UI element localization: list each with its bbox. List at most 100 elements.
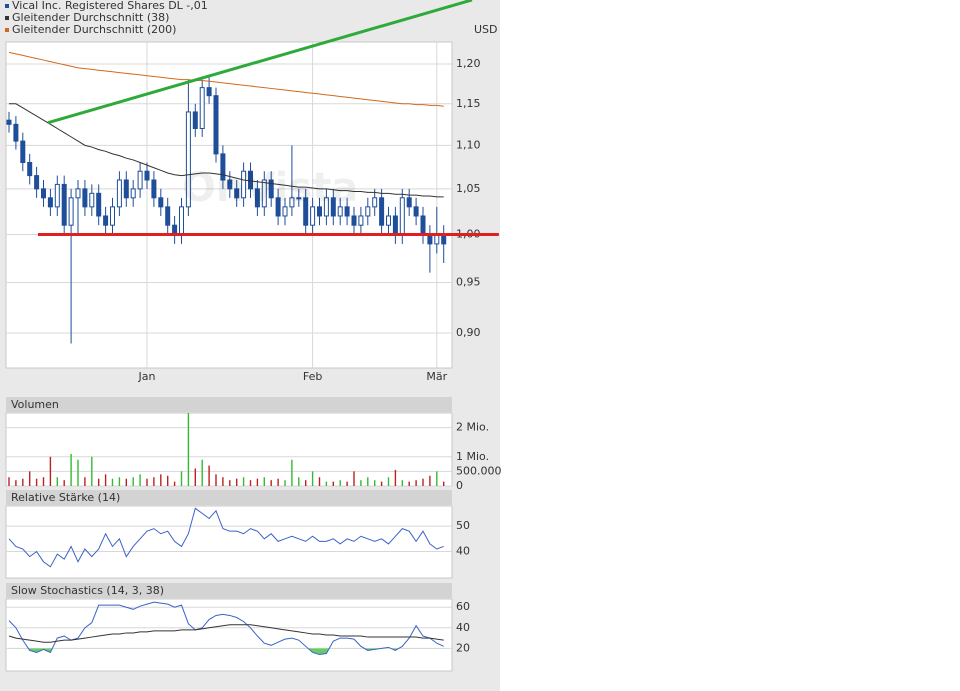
plot-content [8,601,444,656]
y-tick-label: 50 [456,519,470,532]
volume-bar [256,478,259,486]
plot-area [5,598,453,672]
volume-bar [222,477,224,486]
candle-body [268,179,274,199]
volume-bar [167,475,169,486]
moving-average [8,51,444,107]
candle-body [303,197,309,226]
candle-body [358,215,364,226]
plot-content [8,413,445,486]
volume-bar [346,481,348,486]
x-tick-label: Jan [138,370,156,383]
candle-body [199,87,205,129]
plot-area [5,412,453,487]
volume-bar [63,480,65,486]
watermark: OnVista [182,165,358,211]
y-tick-label: 1,15 [456,97,481,110]
candle-body [261,179,267,208]
volume-bar [173,481,176,486]
y-tick-label: 1 Mio. [456,450,489,463]
candle-body [151,179,157,199]
candle-body [27,162,33,177]
volume-bar [194,468,196,486]
candle-body [192,111,198,129]
indicator-line [8,624,444,643]
volume-bar [263,477,265,486]
candle-body [68,197,74,226]
x-tick-label: Feb [303,370,322,383]
candle-body [137,170,143,190]
y-tick-label: 1,10 [456,138,481,151]
panel-header [6,397,452,412]
volume-bar [284,480,286,486]
volume-bar [229,480,231,486]
volume-bar [367,477,369,486]
volume-bar [325,481,328,486]
candle-body [54,183,60,208]
volume-bar [8,477,10,486]
legend-label: Gleitender Durchschnitt (200) [12,23,176,36]
y-tick-label: 40 [456,545,470,558]
volume-bar [160,474,162,486]
volume-bar [49,456,52,486]
candle-body [310,206,316,226]
volume-bar [394,469,397,486]
oversold-fill [28,648,399,655]
volume-bar [98,478,100,486]
plot-area [5,41,453,369]
y-tick-label: 40 [456,621,470,634]
candle-body [351,215,357,226]
volume-bar [132,477,134,486]
volume-bar [443,481,445,486]
candle-body [96,192,102,217]
y-tick-label: 1,20 [456,57,481,70]
candle-body [144,170,150,181]
y-tick-label: 1,05 [456,182,481,195]
indicator-line [8,601,444,656]
volume-bar [401,480,403,486]
candle-body [372,197,378,208]
volume-bar [139,474,141,486]
candle-body [379,197,385,226]
candle-body [254,188,260,208]
y-tick-label: 20 [456,641,470,654]
candle-body [282,206,288,217]
candle-body [75,188,81,199]
candle-body [6,119,12,125]
volume-bar [242,477,245,486]
volume-bar [111,478,114,486]
candle-body [206,87,212,97]
legend-swatch [5,28,9,32]
candle-body [248,170,253,190]
candle-body [13,123,19,142]
plot-area [5,505,453,579]
volume-bar [77,459,79,486]
candle-body [82,188,88,208]
volume-bar [118,477,121,486]
volume-bar [311,471,314,486]
volume-bar [201,459,203,486]
volume-bar [180,471,183,486]
volume-bar [104,474,107,486]
candle-body [220,153,226,181]
panel-title: Relative Stärke (14) [11,491,120,504]
volume-bar [125,478,127,486]
candle-body [413,206,419,217]
volume-bar [408,481,410,486]
candle-body [89,192,95,208]
volume-bar [380,481,383,486]
candle-body [165,206,171,226]
candle-body [41,188,46,199]
y-tick-label: 500.000 [456,464,502,477]
volume-bar [318,477,321,486]
volume-bar [236,478,238,486]
candle-body [365,206,371,217]
volume-bar [35,478,38,486]
candle-body [20,140,26,164]
x-tick-label: Mär [426,370,447,383]
unit-label: USD [474,23,498,36]
trend-line [47,0,473,125]
candle-body [130,188,136,199]
candle-body [386,215,391,226]
candle-body [61,183,67,226]
